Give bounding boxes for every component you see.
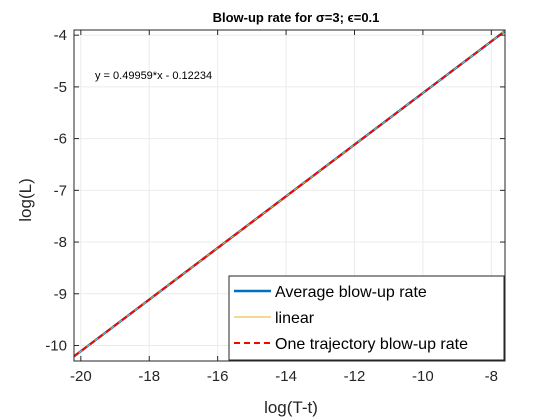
x-axis-label: log(T-t) (264, 398, 318, 417)
x-tick-label: -14 (275, 368, 297, 385)
legend-label-1: Average blow-up rate (275, 284, 427, 301)
legend-label-2: linear (275, 310, 315, 327)
y-tick-label: -5 (54, 79, 67, 96)
y-tick-label: -10 (45, 337, 67, 354)
x-tick-label: -18 (138, 368, 160, 385)
x-tick-label: -10 (412, 368, 434, 385)
y-tick-label: -8 (54, 234, 67, 251)
fit-equation-annotation: y = 0.49959*x - 0.12234 (95, 70, 212, 82)
series-line-2 (74, 30, 505, 357)
legend: Average blow-up rate linear One trajector… (228, 275, 505, 361)
x-tick-label: -16 (207, 368, 229, 385)
x-tick-label: -12 (344, 368, 366, 385)
y-tick-label: -9 (54, 286, 67, 303)
y-tick-label: -7 (54, 182, 67, 199)
series-group (74, 30, 505, 358)
legend-label-3: One trajectory blow-up rate (275, 336, 468, 353)
plot-area: -20 -18 -16 -14 -12 -10 -8 -10 -9 -8 -7 -6 -5 -4 y = 0… (45, 27, 506, 385)
chart-title: Blow-up rate for σ=3; ϵ=0.1 (213, 10, 380, 25)
y-tick-label: -4 (54, 27, 67, 44)
y-axis-label: log(L) (16, 178, 35, 221)
legend-box (228, 275, 505, 361)
y-tick-label: -6 (54, 131, 67, 148)
x-tick-label: -20 (70, 368, 92, 385)
axes-box (73, 29, 506, 362)
x-tick-label: -8 (485, 368, 498, 385)
